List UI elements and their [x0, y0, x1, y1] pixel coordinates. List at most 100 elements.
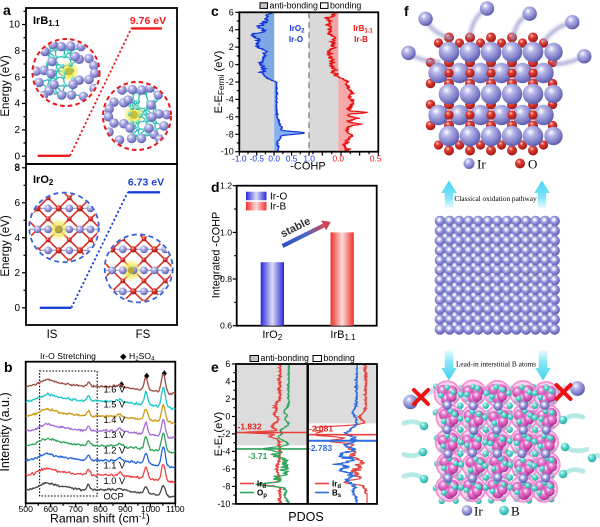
- svg-text:0.0: 0.0: [333, 154, 345, 164]
- svg-text:anti-bonding: anti-bonding: [270, 0, 319, 10]
- svg-text:IrO2: IrO2: [290, 24, 306, 35]
- svg-text:6: 6: [225, 359, 230, 369]
- svg-text:1.1 V: 1.1 V: [104, 461, 127, 471]
- svg-text:1.0: 1.0: [220, 227, 232, 237]
- svg-text:B: B: [511, 504, 520, 519]
- svg-text:-1.0: -1.0: [232, 154, 247, 164]
- svg-text:Integrated -COHP: Integrated -COHP: [211, 212, 223, 298]
- svg-text:IrB1.1: IrB1.1: [353, 24, 373, 35]
- svg-text:0: 0: [229, 60, 234, 70]
- svg-text:9.76 eV: 9.76 eV: [130, 15, 166, 27]
- svg-text:4: 4: [14, 99, 20, 110]
- svg-text:Ir-O: Ir-O: [289, 35, 303, 44]
- svg-text:1.2 V: 1.2 V: [104, 445, 127, 455]
- svg-text:IrB1.1: IrB1.1: [33, 15, 60, 28]
- svg-text:-3.71: -3.71: [248, 451, 268, 461]
- svg-text:0.0: 0.0: [268, 154, 280, 164]
- svg-text:d: d: [211, 179, 220, 195]
- svg-text:Ird: Ird: [257, 480, 266, 491]
- svg-text:8: 8: [14, 163, 20, 174]
- svg-text:Ir: Ir: [474, 504, 483, 519]
- svg-text:0.8: 0.8: [220, 274, 232, 284]
- svg-text:6.73 eV: 6.73 eV: [128, 177, 164, 189]
- svg-text:E-EFermi (eV): E-EFermi (eV): [213, 51, 226, 114]
- svg-text:2: 2: [225, 394, 230, 404]
- svg-text:-8: -8: [226, 129, 234, 139]
- svg-text:-1.832: -1.832: [238, 422, 262, 432]
- svg-text:Intensity (a.u.): Intensity (a.u.): [0, 392, 12, 471]
- svg-text:Ird: Ird: [332, 480, 341, 491]
- svg-text:2: 2: [14, 268, 20, 279]
- svg-text:IrO2: IrO2: [33, 174, 54, 187]
- svg-text:bonding: bonding: [330, 0, 361, 10]
- svg-text:Op: Op: [257, 489, 267, 500]
- svg-text:b: b: [4, 359, 13, 375]
- svg-text:1.5 V: 1.5 V: [104, 400, 127, 410]
- svg-text:Ir-O Stretching: Ir-O Stretching: [40, 351, 96, 361]
- svg-text:-COHP: -COHP: [290, 161, 325, 173]
- svg-text:c: c: [211, 3, 219, 19]
- svg-text:◆ H2SO4: ◆ H2SO4: [120, 351, 155, 363]
- svg-text:a: a: [3, 2, 11, 18]
- svg-text:10: 10: [9, 20, 21, 31]
- svg-text:0: 0: [14, 151, 20, 162]
- svg-text:f: f: [404, 3, 409, 19]
- svg-text:Ir: Ir: [477, 157, 486, 172]
- svg-text:Classical oxidation pathway: Classical oxidation pathway: [454, 194, 537, 203]
- svg-text:e: e: [211, 359, 219, 375]
- svg-text:Lead-in interstitial B atoms: Lead-in interstitial B atoms: [456, 360, 536, 369]
- svg-text:1000: 1000: [141, 504, 160, 514]
- svg-text:900: 900: [118, 504, 133, 514]
- svg-text:0.6: 0.6: [220, 321, 232, 331]
- svg-text:0: 0: [14, 303, 20, 314]
- svg-text:-0.5: -0.5: [250, 154, 265, 164]
- svg-text:-2.081: -2.081: [309, 424, 333, 434]
- svg-text:-2: -2: [226, 77, 234, 87]
- svg-text:E-Ef (eV): E-Ef (eV): [213, 412, 226, 456]
- svg-text:-4: -4: [226, 94, 234, 104]
- svg-text:Ir-B: Ir-B: [354, 35, 368, 44]
- svg-text:IrB1.1: IrB1.1: [330, 329, 356, 342]
- svg-text:Ir-O: Ir-O: [270, 192, 287, 203]
- svg-text:8: 8: [14, 46, 20, 57]
- svg-text:-2: -2: [222, 429, 230, 439]
- svg-text:4: 4: [14, 233, 20, 244]
- svg-text:700: 700: [68, 504, 83, 514]
- svg-text:4: 4: [225, 377, 230, 387]
- svg-text:0: 0: [225, 412, 230, 422]
- svg-text:500: 500: [18, 504, 33, 514]
- svg-text:Energy (eV): Energy (eV): [0, 215, 12, 277]
- svg-text:-4: -4: [222, 446, 230, 456]
- svg-text:O: O: [528, 157, 537, 172]
- svg-text:PDOS: PDOS: [288, 510, 323, 524]
- svg-text:OCP: OCP: [104, 491, 124, 501]
- svg-text:0.5: 0.5: [370, 154, 382, 164]
- svg-text:Ir-B: Ir-B: [270, 202, 286, 213]
- svg-text:-6: -6: [226, 112, 234, 122]
- svg-text:800: 800: [93, 504, 108, 514]
- svg-text:1.0: 1.0: [303, 154, 315, 164]
- svg-text:-2.783: -2.783: [308, 443, 332, 453]
- svg-text:1100: 1100: [166, 504, 185, 514]
- svg-text:6: 6: [14, 198, 20, 209]
- svg-text:1.4 V: 1.4 V: [104, 415, 127, 425]
- svg-text:-10: -10: [217, 499, 230, 509]
- svg-text:4: 4: [229, 25, 234, 35]
- svg-text:IS: IS: [47, 329, 58, 341]
- svg-text:anti-bonding: anti-bonding: [261, 353, 310, 363]
- svg-text:Raman shift (cm-1): Raman shift (cm-1): [50, 512, 150, 526]
- svg-text:1.0 V: 1.0 V: [104, 476, 127, 486]
- svg-text:FS: FS: [136, 329, 151, 341]
- svg-text:600: 600: [43, 504, 58, 514]
- svg-text:Energy (eV): Energy (eV): [0, 55, 12, 117]
- svg-text:bonding: bonding: [324, 353, 355, 363]
- svg-text:-10: -10: [221, 147, 234, 157]
- svg-text:2: 2: [14, 125, 20, 136]
- svg-text:1.2: 1.2: [220, 181, 232, 191]
- svg-text:Bs: Bs: [332, 489, 342, 500]
- svg-text:-6: -6: [222, 464, 230, 474]
- svg-text:1.6 V: 1.6 V: [104, 384, 127, 394]
- svg-text:8: 8: [14, 163, 20, 174]
- svg-text:6: 6: [14, 72, 20, 83]
- svg-text:IrO2: IrO2: [262, 329, 282, 342]
